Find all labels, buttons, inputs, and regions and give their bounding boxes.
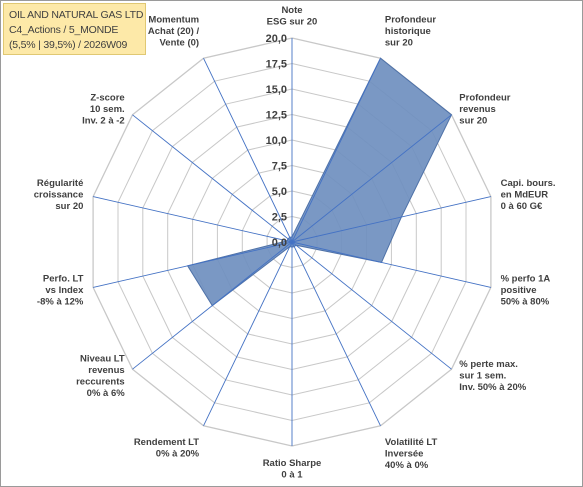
category-label-line: Capi. bours. bbox=[501, 178, 556, 189]
category-label-line: % perte max. bbox=[459, 359, 518, 370]
axis-spoke bbox=[291, 241, 452, 370]
category-label-line: Niveau LT bbox=[80, 353, 125, 364]
category-label-line: Note bbox=[281, 5, 302, 16]
tick-label: 20,0 bbox=[266, 33, 287, 45]
tick-label: 2,5 bbox=[272, 212, 287, 224]
title-box: OIL AND NATURAL GAS LTD C4_Actions / 5_M… bbox=[3, 3, 146, 55]
category-label-line: 0% à 6% bbox=[87, 388, 126, 399]
category-label-line: en MdEUR bbox=[501, 190, 549, 201]
category-label-line: sur 20 bbox=[55, 201, 83, 212]
axis-spoke bbox=[132, 114, 293, 243]
category-label-line: revenus bbox=[88, 365, 124, 376]
tick-label: 12,5 bbox=[266, 110, 287, 122]
category-label-line: positive bbox=[501, 285, 537, 296]
axis-layer bbox=[92, 38, 492, 446]
stats-line: (5,5% | 39,5%) / 2026W09 bbox=[9, 39, 128, 51]
tick-label: 10,0 bbox=[266, 135, 287, 147]
axis-spoke bbox=[92, 241, 293, 288]
category-label-line: revenus bbox=[459, 104, 495, 115]
category-label-line: reccurents bbox=[76, 376, 125, 387]
axis-spoke bbox=[291, 241, 492, 288]
category-label-line: sur 1 sem. bbox=[459, 371, 506, 382]
tick-label: 5,0 bbox=[272, 186, 287, 198]
category-label-line: Inversée bbox=[385, 448, 424, 459]
category-label-line: Ratio Sharpe bbox=[263, 458, 322, 469]
company-name: OIL AND NATURAL GAS LTD bbox=[9, 9, 144, 21]
category-label-line: Momentum bbox=[148, 15, 199, 26]
category-label-line: Inv. 2 à -2 bbox=[82, 115, 125, 126]
tick-label: 17,5 bbox=[266, 59, 287, 71]
axis-spoke bbox=[291, 58, 381, 243]
category-label-line: Rendement LT bbox=[134, 437, 199, 448]
portfolio-line: C4_Actions / 5_MONDE bbox=[9, 24, 119, 36]
tick-labels: 0,0 2,5 5,0 7,5 10,0 12,5 15,0 17,5 20,0 bbox=[266, 33, 287, 249]
category-label-line: Inv. 50% à 20% bbox=[459, 382, 526, 393]
category-label: Rendement LT0% à 20% bbox=[134, 437, 200, 460]
category-label-line: -8% à 12% bbox=[37, 296, 84, 307]
axis-spoke bbox=[291, 241, 381, 426]
category-label-line: % perfo 1A bbox=[501, 273, 551, 284]
category-label-line: Profondeur bbox=[385, 15, 436, 26]
category-label-line: Achat (20) / bbox=[148, 26, 200, 37]
category-label-line: 40% à 0% bbox=[385, 460, 429, 471]
tick-label: 0,0 bbox=[272, 237, 287, 249]
category-label-line: Z-score bbox=[90, 92, 124, 103]
category-label-line: 0% à 20% bbox=[156, 448, 200, 459]
axis-spoke bbox=[203, 58, 293, 243]
category-label-line: sur 20 bbox=[385, 38, 413, 49]
axis-spoke bbox=[203, 241, 293, 426]
category-label-line: vs Index bbox=[45, 285, 84, 296]
tick-label: 15,0 bbox=[266, 84, 287, 96]
category-label-line: Perfo. LT bbox=[43, 273, 84, 284]
category-label-line: Volatilité LT bbox=[385, 437, 438, 448]
category-label-line: Régularité bbox=[37, 178, 83, 189]
axis-spoke bbox=[92, 196, 293, 243]
category-label-line: 50% à 80% bbox=[501, 296, 550, 307]
axis-spoke bbox=[291, 114, 452, 243]
axis-spoke bbox=[291, 196, 492, 243]
category-label-line: 0 à 1 bbox=[281, 470, 303, 481]
category-label-line: croissance bbox=[34, 190, 84, 201]
tick-label: 7,5 bbox=[272, 161, 287, 173]
category-label-line: 10 sem. bbox=[90, 104, 125, 115]
category-label: % perte max.sur 1 sem.Inv. 50% à 20% bbox=[459, 359, 526, 393]
axis-spoke bbox=[132, 241, 293, 370]
category-label-line: ESG sur 20 bbox=[267, 17, 318, 28]
category-label-line: Vente (0) bbox=[159, 38, 199, 49]
category-label-line: 0 à 60 G€ bbox=[501, 201, 543, 212]
category-label-line: sur 20 bbox=[459, 115, 487, 126]
category-label-line: historique bbox=[385, 26, 431, 37]
category-label-line: Profondeur bbox=[459, 92, 510, 103]
